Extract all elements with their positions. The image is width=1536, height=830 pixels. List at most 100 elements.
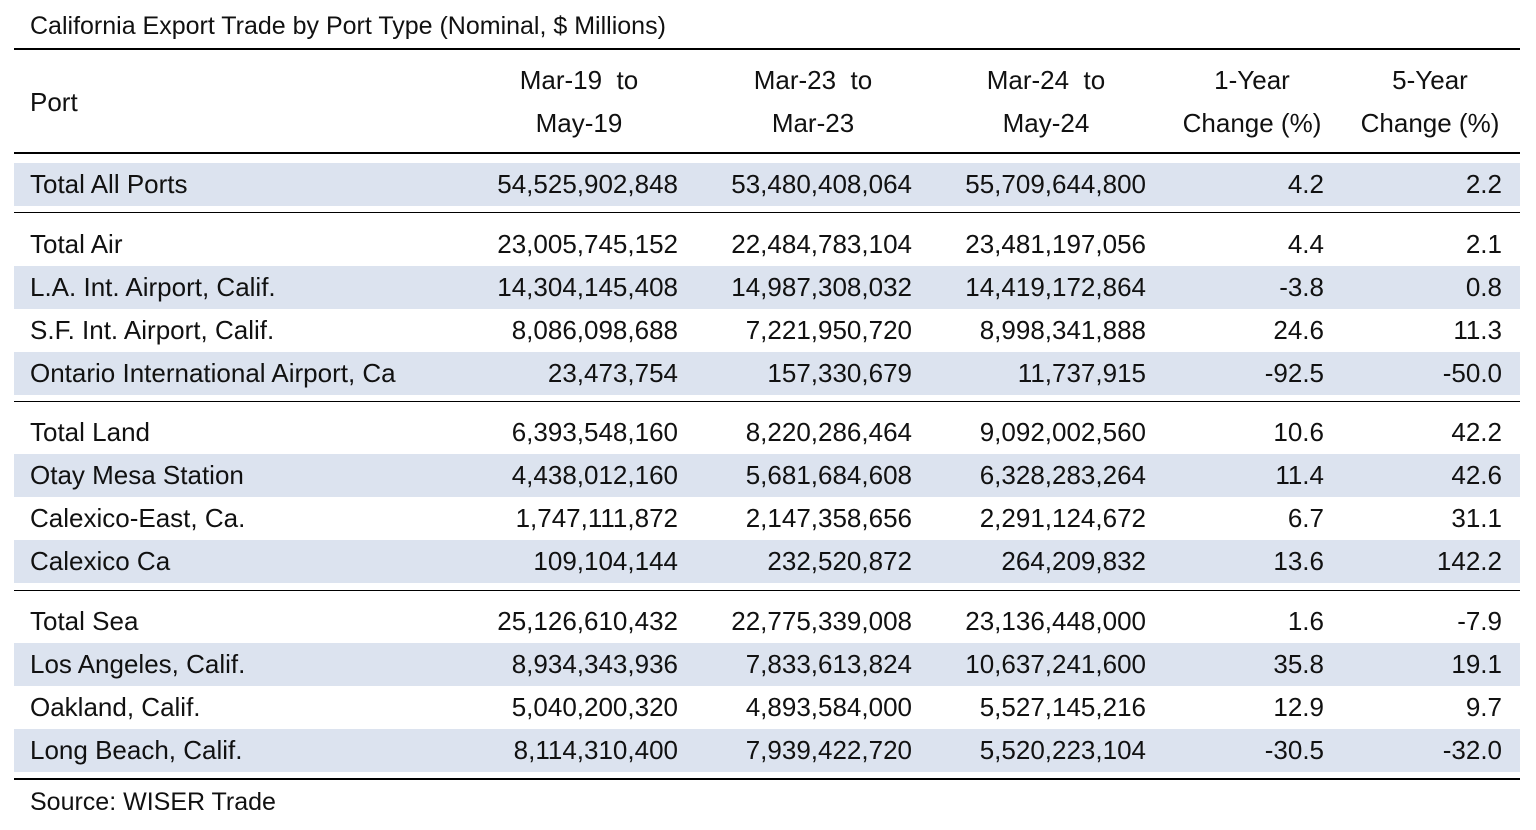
change-1yr: 13.6 (1273, 546, 1324, 576)
header-rule (14, 152, 1520, 154)
value-period-3: 55,709,644,800 (965, 169, 1146, 199)
value-period-2: 8,220,286,464 (745, 417, 912, 447)
value-period-3: 6,328,283,264 (979, 460, 1146, 490)
change-5yr: 9.7 (1465, 692, 1502, 722)
value-period-3: 9,092,002,560 (979, 417, 1146, 447)
value-period-2: 22,484,783,104 (731, 229, 912, 259)
change-1yr: 4.4 (1287, 229, 1324, 259)
table-row: Oakland, Calif. 5,040,200,320 4,893,584,… (14, 686, 1520, 729)
change-1yr: -3.8 (1279, 272, 1324, 302)
table-row: Calexico Ca 109,104,144 232,520,872 264,… (14, 540, 1520, 583)
header-period-1-line2: May-19 (535, 108, 623, 138)
change-1yr: 35.8 (1273, 649, 1324, 679)
value-period-2: 53,480,408,064 (731, 169, 912, 199)
header-period-2-line2: Mar-23 (771, 108, 855, 138)
value-period-1: 8,114,310,400 (513, 735, 678, 765)
value-period-3: 23,481,197,056 (965, 229, 1146, 259)
value-period-3: 264,209,832 (1001, 546, 1146, 576)
value-period-1: 4,438,012,160 (511, 460, 678, 490)
change-5yr: 142.2 (1436, 546, 1502, 576)
top-rule (14, 48, 1520, 50)
port-name: Oakland, Calif. (30, 692, 201, 722)
header-5yr-change-line2: Change (%) (1360, 108, 1500, 138)
value-period-2: 22,775,339,008 (731, 606, 912, 636)
value-period-1: 23,473,754 (547, 358, 678, 388)
header-period-1-line1: Mar-19 to (519, 65, 639, 95)
change-5yr: -7.9 (1457, 606, 1502, 636)
value-period-2: 157,330,679 (767, 358, 912, 388)
table-title: California Export Trade by Port Type (No… (30, 12, 666, 40)
header-5yr-change-line1: 5-Year (1392, 65, 1468, 95)
value-period-1: 5,040,200,320 (511, 692, 678, 722)
change-1yr: 12.9 (1273, 692, 1324, 722)
value-period-2: 5,681,684,608 (745, 460, 912, 490)
table-row: Total All Ports 54,525,902,848 53,480,40… (14, 163, 1520, 206)
value-period-3: 23,136,448,000 (965, 606, 1146, 636)
change-5yr: 2.2 (1465, 169, 1502, 199)
change-5yr: 31.1 (1451, 503, 1502, 533)
value-period-2: 7,939,422,720 (745, 735, 912, 765)
header-period-2: Mar-23 to Mar-23 (698, 59, 928, 145)
header-period-3-line1: Mar-24 to (986, 65, 1106, 95)
change-1yr: 10.6 (1273, 417, 1324, 447)
value-period-1: 14,304,145,408 (497, 272, 678, 302)
change-5yr: 19.1 (1451, 649, 1502, 679)
change-1yr: 11.4 (1275, 460, 1324, 490)
value-period-2: 4,893,584,000 (745, 692, 912, 722)
section-rule (14, 212, 1520, 213)
value-period-3: 8,998,341,888 (979, 315, 1146, 345)
change-5yr: -50.0 (1442, 358, 1502, 388)
table-row: Total Land 6,393,548,160 8,220,286,464 9… (14, 411, 1520, 454)
port-name: Otay Mesa Station (30, 460, 244, 490)
change-5yr: 2.1 (1465, 229, 1502, 259)
value-period-1: 109,104,144 (533, 546, 678, 576)
value-period-1: 8,934,343,936 (511, 649, 678, 679)
value-period-2: 7,221,950,720 (745, 315, 912, 345)
header-period-3: Mar-24 to May-24 (931, 59, 1161, 145)
header-period-3-line2: May-24 (1002, 108, 1090, 138)
port-name: Calexico Ca (30, 546, 171, 576)
table-row: Calexico-East, Ca. 1,747,111,872 2,147,3… (14, 497, 1520, 540)
port-name: Total Air (30, 229, 123, 259)
value-period-1: 8,086,098,688 (511, 315, 678, 345)
value-period-2: 7,833,613,824 (745, 649, 912, 679)
value-period-2: 2,147,358,656 (745, 503, 912, 533)
value-period-2: 14,987,308,032 (731, 272, 912, 302)
table-row: Long Beach, Calif. 8,114,310,400 7,939,4… (14, 729, 1520, 772)
change-1yr: 1.6 (1287, 606, 1324, 636)
value-period-1: 23,005,745,152 (497, 229, 678, 259)
change-1yr: 6.7 (1287, 503, 1324, 533)
header-1yr-change-line2: Change (%) (1182, 108, 1322, 138)
table-row: S.F. Int. Airport, Calif. 8,086,098,688 … (14, 309, 1520, 352)
value-period-3: 14,419,172,864 (965, 272, 1146, 302)
port-name: L.A. Int. Airport, Calif. (30, 272, 276, 302)
value-period-1: 6,393,548,160 (511, 417, 678, 447)
port-name: S.F. Int. Airport, Calif. (30, 315, 275, 345)
value-period-3: 11,737,915 (1017, 358, 1146, 388)
header-period-1: Mar-19 to May-19 (464, 59, 694, 145)
change-1yr: -92.5 (1264, 358, 1324, 388)
port-name: Ontario International Airport, Ca (30, 358, 396, 388)
table-row: Total Sea 25,126,610,432 22,775,339,008 … (14, 600, 1520, 643)
value-period-3: 2,291,124,672 (979, 503, 1146, 533)
port-name: Long Beach, Calif. (30, 735, 243, 765)
value-period-2: 232,520,872 (767, 546, 912, 576)
source-note: Source: WISER Trade (30, 788, 276, 816)
change-5yr: 11.3 (1453, 315, 1502, 345)
table-row: Total Air 23,005,745,152 22,484,783,104 … (14, 223, 1520, 266)
header-port: Port (30, 87, 78, 117)
header-1yr-change: 1-Year Change (%) (1170, 59, 1334, 145)
change-5yr: 0.8 (1465, 272, 1502, 302)
value-period-3: 10,637,241,600 (965, 649, 1146, 679)
section-rule (14, 590, 1520, 591)
table-row: Ontario International Airport, Ca 23,473… (14, 352, 1520, 395)
change-5yr: -32.0 (1442, 735, 1502, 765)
table-row: Los Angeles, Calif. 8,934,343,936 7,833,… (14, 643, 1520, 686)
value-period-1: 1,747,111,872 (515, 503, 678, 533)
change-1yr: -30.5 (1264, 735, 1324, 765)
value-period-3: 5,520,223,104 (979, 735, 1146, 765)
header-5yr-change: 5-Year Change (%) (1348, 59, 1512, 145)
bottom-rule (14, 778, 1520, 780)
value-period-3: 5,527,145,216 (979, 692, 1146, 722)
port-name: Los Angeles, Calif. (30, 649, 246, 679)
